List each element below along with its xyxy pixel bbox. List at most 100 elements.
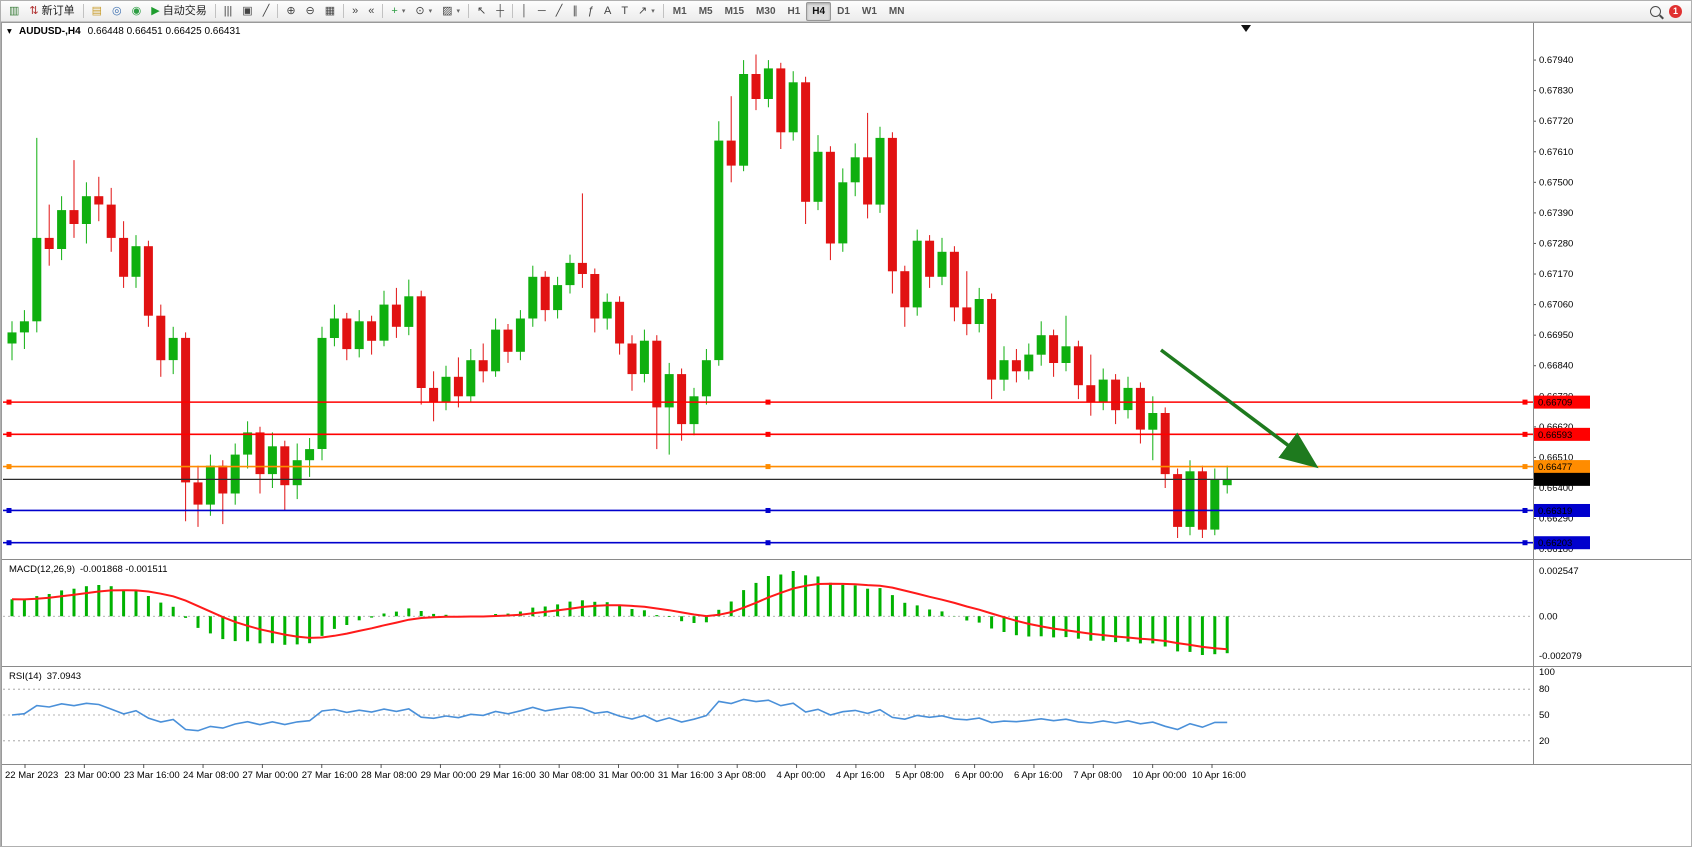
zoom-out-icon: ⊖ — [305, 4, 315, 17]
label-button[interactable]: T — [616, 2, 633, 21]
navigator-button[interactable]: ◉ — [127, 2, 147, 21]
hline-0.66203[interactable]: 0.66203 — [3, 536, 1590, 550]
indicators-button[interactable]: + ▾ — [386, 2, 410, 21]
trendline-button[interactable]: ╱ — [551, 2, 568, 21]
toolbar-separator — [468, 4, 470, 18]
new-order-button-label: 新订单 — [41, 4, 75, 17]
hline-0.66477[interactable]: 0.66477 — [3, 460, 1590, 474]
svg-text:27 Mar 00:00: 27 Mar 00:00 — [242, 770, 298, 781]
new-order-icon: ⇅ — [29, 4, 39, 17]
toolbar-separator — [277, 4, 279, 18]
new-order-button[interactable]: ⇅ 新订单 — [24, 2, 79, 21]
text-button[interactable]: A — [599, 2, 616, 21]
new-chart-button[interactable]: ▥ — [4, 2, 24, 21]
new-chart-icon: ▥ — [9, 4, 20, 17]
timeframe-w1-button[interactable]: W1 — [861, 5, 877, 17]
macd-label: MACD(12,26,9) -0.001868 -0.001511 — [9, 564, 168, 575]
svg-text:30 Mar 08:00: 30 Mar 08:00 — [539, 770, 595, 781]
timeframe-d1-button[interactable]: D1 — [837, 5, 850, 17]
price-chart[interactable]: 0.67940 0.67830 0.67720 0.67610 0.67500 0.673… — [1, 22, 1692, 847]
periods-button[interactable]: ⊙ ▾ — [410, 2, 437, 21]
price-tag — [1534, 472, 1590, 486]
svg-text:29 Mar 00:00: 29 Mar 00:00 — [420, 770, 476, 781]
svg-text:0.67390: 0.67390 — [1539, 208, 1573, 219]
price-tag — [1534, 427, 1590, 441]
arrows-button[interactable]: ↗ ▾ — [633, 2, 660, 21]
macd-panel: 0.002547 0.00 -0.002079 — [3, 566, 1582, 662]
price-tag — [1534, 460, 1590, 474]
crosshair-button[interactable]: ┼ — [491, 2, 509, 21]
notification-badge[interactable]: 1 — [1669, 4, 1682, 18]
hline-0.66319[interactable]: 0.66319 — [3, 503, 1590, 517]
chart-shift-button[interactable]: « — [363, 2, 379, 21]
toolbar-buttons: ▥ ⇅ 新订单 ▤ ◎ ◉ ▶ 自动交易 ||| ▣ ╱ ⊕ ⊖ ▦» «+ ▾ ⊙ ▾ ▨ ▾ ↖ ┼ │ ─ ╱ ∥ ƒ A T ↗ ▾… — [4, 1, 910, 21]
vertical-line-icon: │ — [521, 4, 528, 17]
fibonacci-button[interactable]: ƒ — [583, 2, 599, 21]
time-axis[interactable]: 22 Mar 2023 23 Mar 00:00 23 Mar 16:00 24 Ma… — [5, 764, 1246, 781]
auto-scroll-button[interactable]: » — [347, 2, 363, 21]
fibonacci-icon: ƒ — [587, 4, 594, 17]
chart-window: 0.67940 0.67830 0.67720 0.67610 0.67500 0.673… — [1, 22, 1692, 847]
timeframe-m1-button[interactable]: M1 — [672, 5, 687, 17]
svg-text:6 Apr 16:00: 6 Apr 16:00 — [1014, 770, 1063, 781]
candlestick-chart-button[interactable]: ▣ — [237, 2, 257, 21]
timeframe-h4-button[interactable]: H4 — [806, 1, 832, 21]
svg-text:23 Mar 00:00: 23 Mar 00:00 — [64, 770, 120, 781]
svg-text:0.67720: 0.67720 — [1539, 116, 1573, 127]
bar-chart-button[interactable]: ||| — [219, 2, 238, 21]
price-tag — [1534, 536, 1590, 550]
horizontal-line-button[interactable]: ─ — [533, 2, 551, 21]
svg-text:22 Mar 2023: 22 Mar 2023 — [5, 770, 58, 781]
price-tag — [1534, 503, 1590, 517]
svg-text:80: 80 — [1539, 684, 1550, 695]
hline-0.66709[interactable]: 0.66709 — [3, 395, 1590, 409]
zoom-in-button[interactable]: ⊕ — [281, 2, 300, 21]
line-chart-icon: ╱ — [262, 4, 270, 17]
candlestick-series — [7, 54, 1232, 538]
timeframe-m5-button[interactable]: M5 — [698, 5, 713, 17]
cursor-button[interactable]: ↖ — [472, 2, 491, 21]
collapse-chart-icon[interactable]: ▾ — [7, 26, 12, 37]
rsi-line — [11, 698, 1228, 732]
chart-borders — [1, 22, 1691, 846]
text-icon: A — [603, 4, 612, 17]
chart-shift-marker-icon[interactable] — [1241, 25, 1251, 32]
rsi-panel: 100 80 50 20 — [3, 667, 1555, 747]
chart-shift-icon: « — [368, 4, 375, 17]
svg-text:-0.002079: -0.002079 — [1539, 651, 1582, 662]
svg-text:4 Apr 00:00: 4 Apr 00:00 — [777, 770, 826, 781]
timeframe-h1-button[interactable]: H1 — [787, 5, 801, 17]
svg-text:0.66180: 0.66180 — [1539, 544, 1573, 555]
hline-0.66593[interactable]: 0.66593 — [3, 427, 1590, 441]
autotrade-button[interactable]: ▶ 自动交易 — [146, 2, 211, 21]
toolbar-right: 1 — [1650, 4, 1688, 18]
templates-button[interactable]: ▨ ▾ — [437, 2, 465, 21]
main-toolbar: ▥ ⇅ 新订单 ▤ ◎ ◉ ▶ 自动交易 ||| ▣ ╱ ⊕ ⊖ ▦» «+ ▾ ⊙ ▾ ▨ ▾ ↖ ┼ │ ─ ╱ ∥ ƒ A T ↗ ▾… — [1, 1, 1691, 22]
arrows-icon: ↗ — [638, 4, 648, 17]
svg-text:0.66950: 0.66950 — [1539, 330, 1573, 341]
indicators-icon: + — [391, 4, 398, 17]
svg-text:50: 50 — [1539, 710, 1550, 721]
timeframe-mn-button[interactable]: MN — [888, 5, 905, 17]
timeframe-m15-button[interactable]: M15 — [724, 5, 745, 17]
svg-text:0.66593: 0.66593 — [1538, 430, 1572, 441]
svg-text:5 Apr 08:00: 5 Apr 08:00 — [895, 770, 944, 781]
tile-windows-button[interactable]: ▦ — [320, 2, 340, 21]
svg-text:0.67500: 0.67500 — [1539, 177, 1573, 188]
toolbar-separator — [382, 4, 384, 18]
zoom-out-button[interactable]: ⊖ — [301, 2, 320, 21]
data-window-button[interactable]: ◎ — [107, 2, 127, 21]
market-watch-button[interactable]: ▤ — [87, 2, 107, 21]
hline-0.66431[interactable]: 0.66431 — [3, 472, 1590, 486]
trend-arrow-object[interactable] — [1159, 348, 1319, 469]
cursor-icon: ↖ — [477, 4, 487, 17]
svg-text:27 Mar 16:00: 27 Mar 16:00 — [302, 770, 358, 781]
toolbar-separator — [214, 4, 216, 18]
vertical-line-button[interactable]: │ — [516, 2, 533, 21]
search-icon[interactable] — [1650, 5, 1661, 17]
equidistant-channel-button[interactable]: ∥ — [567, 2, 583, 21]
svg-text:0.002547: 0.002547 — [1539, 566, 1579, 577]
timeframe-m30-button[interactable]: M30 — [756, 5, 776, 17]
line-chart-button[interactable]: ╱ — [258, 2, 275, 21]
